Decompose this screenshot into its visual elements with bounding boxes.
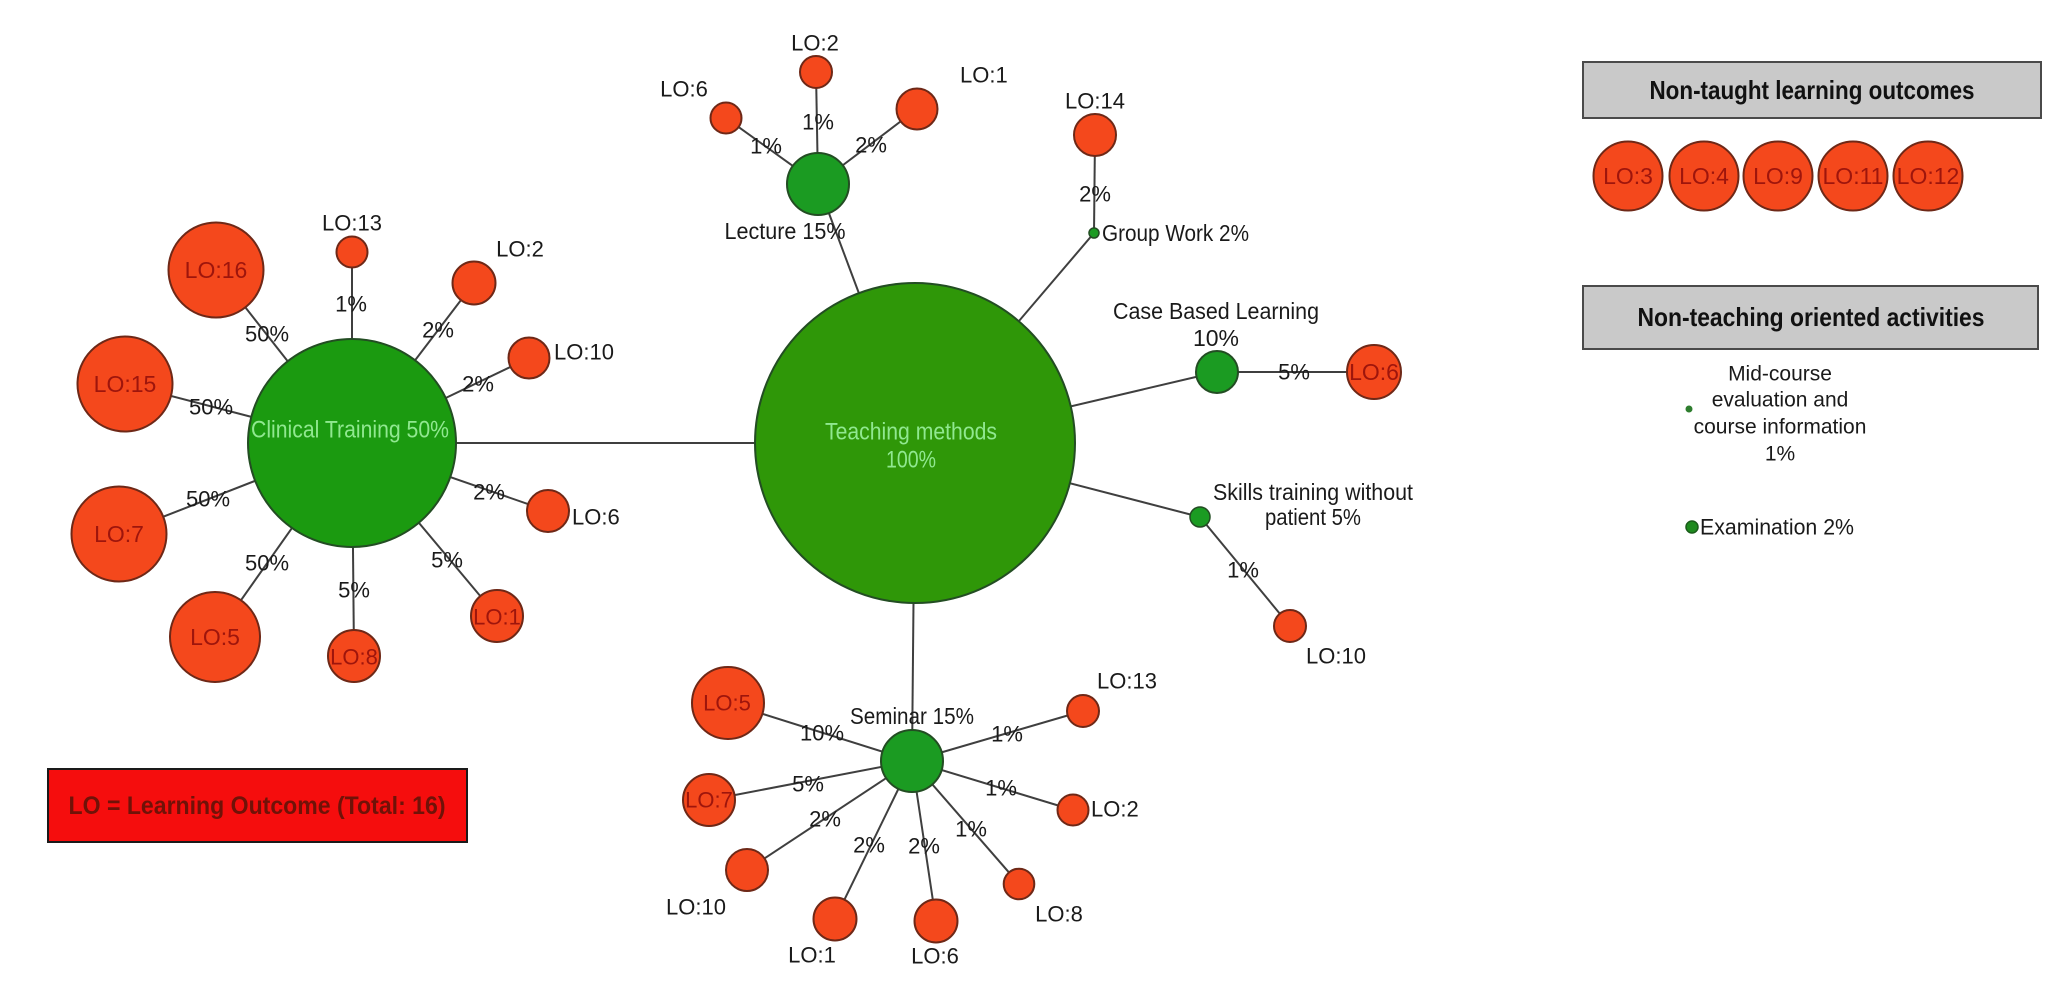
svg-text:2%: 2% <box>853 833 885 858</box>
svg-text:course information: course information <box>1694 416 1867 439</box>
svg-text:Non-taught learning outcomes: Non-taught learning outcomes <box>1650 75 1975 105</box>
svg-text:Lecture 15%: Lecture 15% <box>725 218 846 244</box>
svg-text:LO:1: LO:1 <box>960 63 1008 88</box>
svg-text:LO:5: LO:5 <box>190 624 240 650</box>
svg-text:LO:10: LO:10 <box>554 340 614 365</box>
svg-text:Seminar 15%: Seminar 15% <box>850 703 974 729</box>
svg-text:LO:2: LO:2 <box>496 237 544 262</box>
svg-text:LO:2: LO:2 <box>1091 797 1139 822</box>
svg-text:LO:15: LO:15 <box>94 371 157 397</box>
svg-text:5%: 5% <box>431 548 463 573</box>
svg-text:LO = Learning Outcome (Total:: LO = Learning Outcome (Total: 16) <box>69 792 446 820</box>
svg-text:1%: 1% <box>955 817 987 842</box>
svg-text:2%: 2% <box>855 133 887 158</box>
svg-text:LO:13: LO:13 <box>1097 669 1157 694</box>
svg-text:Skills training without: Skills training without <box>1213 479 1414 505</box>
svg-text:evaluation and: evaluation and <box>1712 389 1849 412</box>
svg-text:LO:9: LO:9 <box>1753 163 1803 189</box>
svg-text:Case Based Learning: Case Based Learning <box>1113 298 1319 324</box>
svg-text:Teaching methods: Teaching methods <box>825 419 997 446</box>
svg-text:Examination 2%: Examination 2% <box>1700 515 1854 540</box>
svg-text:50%: 50% <box>245 322 289 347</box>
svg-text:2%: 2% <box>908 834 940 859</box>
svg-text:LO:1: LO:1 <box>473 605 521 630</box>
svg-text:LO:7: LO:7 <box>94 521 144 547</box>
svg-text:LO:3: LO:3 <box>1603 163 1653 189</box>
svg-text:1%: 1% <box>802 110 834 135</box>
svg-text:2%: 2% <box>473 480 505 505</box>
svg-text:Group Work 2%: Group Work 2% <box>1102 220 1249 246</box>
svg-text:Mid-course: Mid-course <box>1728 363 1832 386</box>
svg-text:1%: 1% <box>1765 443 1795 466</box>
svg-text:LO:6: LO:6 <box>1349 359 1399 385</box>
svg-text:100%: 100% <box>886 447 936 474</box>
svg-text:1%: 1% <box>985 776 1017 801</box>
svg-text:5%: 5% <box>792 772 824 797</box>
svg-text:2%: 2% <box>1079 182 1111 207</box>
svg-text:50%: 50% <box>189 395 233 420</box>
svg-text:LO:10: LO:10 <box>1306 644 1366 669</box>
svg-text:LO:16: LO:16 <box>185 257 248 283</box>
svg-text:2%: 2% <box>422 318 454 343</box>
svg-text:5%: 5% <box>338 578 370 603</box>
svg-text:2%: 2% <box>809 807 841 832</box>
svg-text:50%: 50% <box>186 487 230 512</box>
svg-text:LO:1: LO:1 <box>788 943 836 968</box>
svg-text:LO:8: LO:8 <box>330 645 378 670</box>
svg-text:LO:14: LO:14 <box>1065 89 1125 114</box>
svg-text:50%: 50% <box>245 551 289 576</box>
svg-text:LO:10: LO:10 <box>666 895 726 920</box>
svg-text:10%: 10% <box>1193 325 1239 351</box>
svg-text:Non-teaching oriented activiti: Non-teaching oriented activities <box>1638 302 1985 332</box>
svg-text:LO:13: LO:13 <box>322 211 382 236</box>
svg-text:LO:2: LO:2 <box>791 31 839 56</box>
svg-text:LO:6: LO:6 <box>572 505 620 530</box>
svg-text:1%: 1% <box>750 134 782 159</box>
svg-text:LO:6: LO:6 <box>911 944 959 969</box>
svg-text:LO:11: LO:11 <box>1823 163 1884 189</box>
svg-text:2%: 2% <box>462 372 494 397</box>
svg-text:patient 5%: patient 5% <box>1265 504 1361 530</box>
svg-text:LO:6: LO:6 <box>660 77 708 102</box>
svg-text:1%: 1% <box>991 722 1023 747</box>
svg-text:1%: 1% <box>1227 558 1259 583</box>
svg-text:LO:8: LO:8 <box>1035 902 1083 927</box>
svg-text:LO:12: LO:12 <box>1897 163 1960 189</box>
svg-text:LO:4: LO:4 <box>1679 163 1729 189</box>
svg-text:5%: 5% <box>1278 360 1310 385</box>
svg-text:Clinical Training 50%: Clinical Training 50% <box>251 417 449 444</box>
svg-text:LO:5: LO:5 <box>703 691 751 716</box>
svg-text:10%: 10% <box>800 721 844 746</box>
svg-text:1%: 1% <box>335 292 367 317</box>
svg-text:LO:7: LO:7 <box>685 788 733 813</box>
